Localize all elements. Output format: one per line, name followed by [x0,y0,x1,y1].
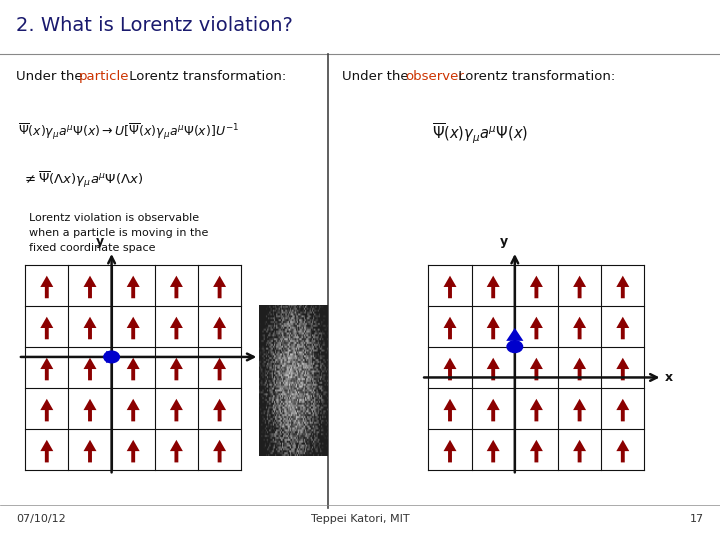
Polygon shape [616,317,629,339]
Polygon shape [506,328,523,341]
Text: Teppei Katori, MIT: Teppei Katori, MIT [311,514,409,524]
Text: Under the: Under the [342,70,413,83]
Polygon shape [84,440,96,462]
Polygon shape [170,276,183,298]
Polygon shape [213,440,226,462]
Polygon shape [530,276,543,298]
Text: x: x [261,350,269,363]
Polygon shape [213,276,226,298]
Polygon shape [530,317,543,339]
Polygon shape [40,317,53,339]
Polygon shape [573,276,586,298]
Polygon shape [616,358,629,380]
Text: $\overline{\Psi}(x)\gamma_{\mu}a^{\mu}\Psi(x) \rightarrow U[\overline{\Psi}(x)\g: $\overline{\Psi}(x)\gamma_{\mu}a^{\mu}\P… [18,122,239,141]
Polygon shape [573,317,586,339]
Polygon shape [127,399,140,421]
Polygon shape [530,358,543,380]
Polygon shape [616,440,629,462]
Polygon shape [84,317,96,339]
Polygon shape [213,399,226,421]
Polygon shape [84,276,96,298]
Polygon shape [487,276,500,298]
Text: $\overline{\Psi}(x)\gamma_{\mu}a^{\mu}\Psi(x)$: $\overline{\Psi}(x)\gamma_{\mu}a^{\mu}\P… [432,122,528,146]
Polygon shape [170,358,183,380]
Text: 2. What is Lorentz violation?: 2. What is Lorentz violation? [16,16,293,35]
Text: $\neq \overline{\Psi}(\Lambda x)\gamma_{\mu}a^{\mu}\Psi(\Lambda x)$: $\neq \overline{\Psi}(\Lambda x)\gamma_{… [22,170,143,191]
Polygon shape [40,440,53,462]
Polygon shape [127,440,140,462]
Polygon shape [213,317,226,339]
Text: observer: observer [405,70,464,83]
Polygon shape [573,440,586,462]
Polygon shape [444,276,456,298]
Circle shape [104,351,120,363]
Text: y: y [500,235,508,248]
Text: Lorentz transformation:: Lorentz transformation: [125,70,287,83]
Polygon shape [127,276,140,298]
Polygon shape [84,399,96,421]
Polygon shape [444,440,456,462]
Text: 17: 17 [690,514,704,524]
Text: x: x [665,371,672,384]
Polygon shape [616,276,629,298]
Text: particle: particle [79,70,130,83]
Polygon shape [170,317,183,339]
Polygon shape [444,358,456,380]
Text: Lorentz violation is observable
when a particle is moving in the
fixed coordinat: Lorentz violation is observable when a p… [29,213,208,253]
Polygon shape [40,399,53,421]
Polygon shape [127,358,140,380]
Text: Under the: Under the [16,70,86,83]
Polygon shape [487,440,500,462]
Polygon shape [213,358,226,380]
Polygon shape [573,399,586,421]
Polygon shape [107,351,120,363]
Polygon shape [573,358,586,380]
Text: y: y [96,235,104,248]
Polygon shape [530,399,543,421]
Polygon shape [170,440,183,462]
Polygon shape [487,358,500,380]
Polygon shape [487,399,500,421]
Polygon shape [444,317,456,339]
Polygon shape [616,399,629,421]
Polygon shape [84,358,96,380]
Polygon shape [127,317,140,339]
Polygon shape [530,440,543,462]
Polygon shape [170,399,183,421]
Text: Lorentz transformation:: Lorentz transformation: [454,70,615,83]
Text: 07/10/12: 07/10/12 [16,514,66,524]
Polygon shape [487,317,500,339]
Circle shape [507,341,523,353]
Polygon shape [40,358,53,380]
Polygon shape [40,276,53,298]
Polygon shape [444,399,456,421]
